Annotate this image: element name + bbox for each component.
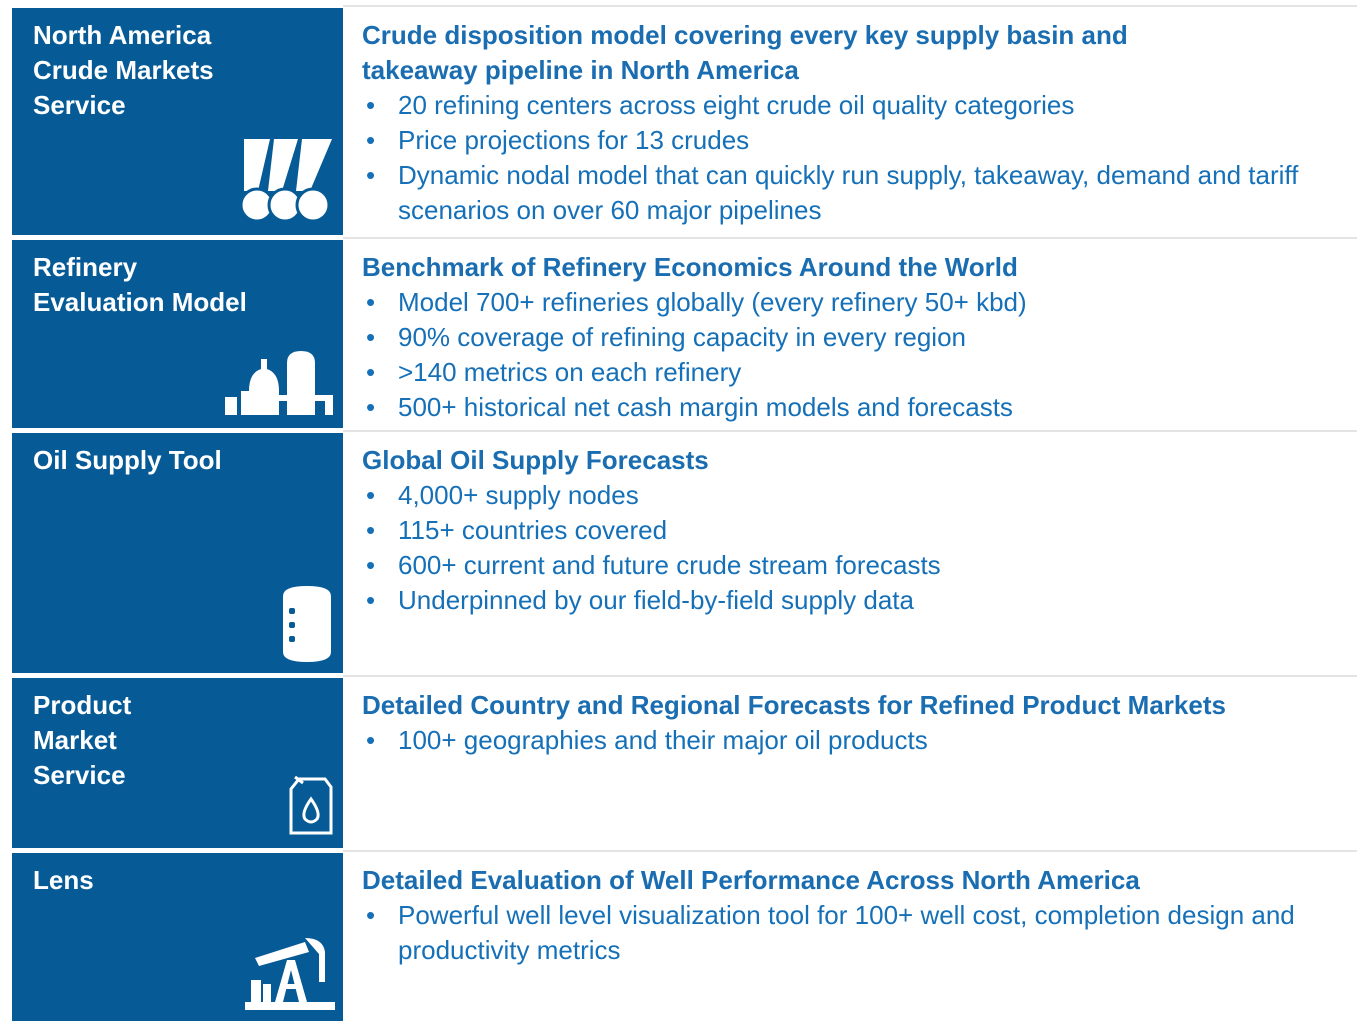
product-cell: Oil Supply Tool [12,433,343,673]
product-title: North America Crude Markets Service [33,18,214,123]
product-cell: Refinery Evaluation Model [12,240,343,428]
title-line: Lens [33,865,94,895]
bullet: 90% coverage of refining capacity in eve… [362,320,1357,355]
bullet: 500+ historical net cash margin models a… [362,390,1357,425]
row: Oil Supply Tool Global Oil Supply Forecas… [12,430,1357,673]
title-line: Oil Supply Tool [33,445,222,475]
row: North America Crude Markets Service Crude d… [12,5,1357,235]
bullet: 600+ current and future crude stream for… [362,548,1357,583]
title-line: Evaluation Model [33,287,247,317]
product-cell: North America Crude Markets Service [12,8,343,235]
title-line: Service [33,760,126,790]
title-line: Product [33,690,132,720]
row: Product Market Service Detailed Country and… [12,675,1357,848]
heading: Crude disposition model covering every k… [362,20,1128,85]
description: Detailed Evaluation of Well Performance … [362,863,1357,968]
bullet: 20 refining centers across eight crude o… [362,88,1357,123]
heading: Detailed Evaluation of Well Performance … [362,865,1140,895]
title-line: Market [33,725,117,755]
product-cell: Lens [12,853,343,1021]
description: Benchmark of Refinery Economics Around t… [362,250,1357,425]
product-title: Refinery Evaluation Model [33,250,247,320]
bullet: Price projections for 13 crudes [362,123,1357,158]
product-icon [279,586,335,667]
heading: Benchmark of Refinery Economics Around t… [362,252,1018,282]
bullet-list: 100+ geographies and their major oil pro… [362,723,1357,758]
bullet: 100+ geographies and their major oil pro… [362,723,1357,758]
product-title: Product Market Service [33,688,131,793]
row: Lens Detailed Evaluation of Well Performa… [12,850,1357,1021]
product-icon [225,351,335,422]
product-icon [239,139,335,229]
title-line: North America [33,20,212,50]
bullet: Model 700+ refineries globally (every re… [362,285,1357,320]
description: Global Oil Supply Forecasts4,000+ supply… [362,443,1357,618]
heading: Global Oil Supply Forecasts [362,445,709,475]
bullet: Dynamic nodal model that can quickly run… [362,158,1357,228]
bullet: 115+ countries covered [362,513,1357,548]
bullet: >140 metrics on each refinery [362,355,1357,390]
title-line: Crude Markets [33,55,214,85]
description: Detailed Country and Regional Forecasts … [362,688,1357,758]
product-title: Lens [33,863,94,898]
heading: Detailed Country and Regional Forecasts … [362,690,1226,720]
product-cell: Product Market Service [12,678,343,848]
bullet-list: Powerful well level visualization tool f… [362,898,1357,968]
bullet-list: 4,000+ supply nodes115+ countries covere… [362,478,1357,618]
title-line: Refinery [33,252,138,282]
description: Crude disposition model covering every k… [362,18,1357,228]
bullet-list: 20 refining centers across eight crude o… [362,88,1357,228]
bullet: Underpinned by our field-by-field supply… [362,583,1357,618]
product-icon [287,773,335,842]
bullet-list: Model 700+ refineries globally (every re… [362,285,1357,425]
product-icon [245,934,335,1015]
bullet: Powerful well level visualization tool f… [362,898,1357,968]
title-line: Service [33,90,126,120]
bullet: 4,000+ supply nodes [362,478,1357,513]
row: Refinery Evaluation Model Benchmark of Ref… [12,237,1357,428]
product-title: Oil Supply Tool [33,443,222,478]
